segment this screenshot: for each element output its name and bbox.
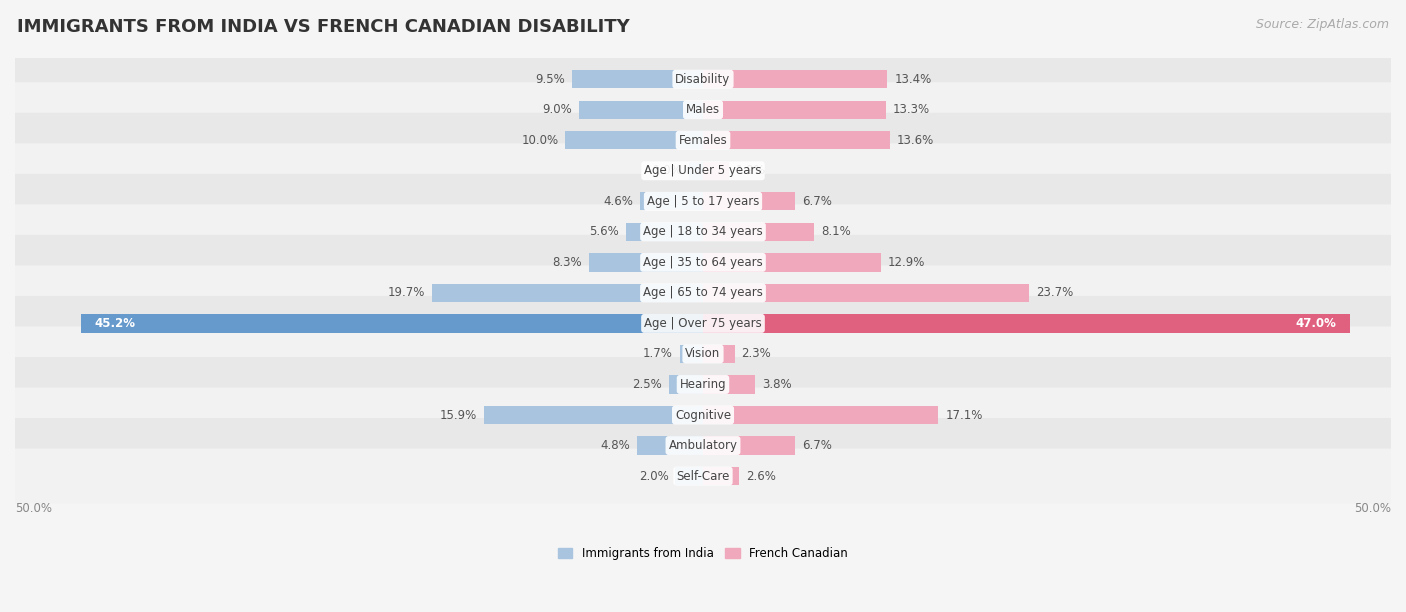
- Bar: [703, 100, 886, 119]
- Text: Age | 5 to 17 years: Age | 5 to 17 years: [647, 195, 759, 208]
- Bar: [703, 284, 1029, 302]
- Text: 50.0%: 50.0%: [1354, 502, 1391, 515]
- Bar: [637, 436, 703, 455]
- Text: 50.0%: 50.0%: [15, 502, 52, 515]
- Text: 2.3%: 2.3%: [741, 348, 772, 360]
- Text: IMMIGRANTS FROM INDIA VS FRENCH CANADIAN DISABILITY: IMMIGRANTS FROM INDIA VS FRENCH CANADIAN…: [17, 18, 630, 36]
- Text: 15.9%: 15.9%: [440, 409, 477, 422]
- Text: Age | Under 5 years: Age | Under 5 years: [644, 164, 762, 177]
- Text: Source: ZipAtlas.com: Source: ZipAtlas.com: [1256, 18, 1389, 31]
- Bar: [703, 467, 738, 485]
- Text: Self-Care: Self-Care: [676, 469, 730, 483]
- FancyBboxPatch shape: [15, 204, 1391, 259]
- FancyBboxPatch shape: [15, 296, 1391, 351]
- FancyBboxPatch shape: [15, 449, 1391, 504]
- Text: 6.7%: 6.7%: [801, 439, 832, 452]
- Bar: [572, 70, 703, 88]
- Text: Ambulatory: Ambulatory: [668, 439, 738, 452]
- Bar: [565, 131, 703, 149]
- Text: 4.6%: 4.6%: [603, 195, 633, 208]
- FancyBboxPatch shape: [15, 52, 1391, 106]
- FancyBboxPatch shape: [15, 357, 1391, 412]
- Bar: [432, 284, 703, 302]
- Text: Age | 65 to 74 years: Age | 65 to 74 years: [643, 286, 763, 299]
- Bar: [679, 345, 703, 363]
- Text: Age | 18 to 34 years: Age | 18 to 34 years: [643, 225, 763, 238]
- Bar: [640, 192, 703, 211]
- Text: Vision: Vision: [685, 348, 721, 360]
- Bar: [626, 223, 703, 241]
- FancyBboxPatch shape: [15, 82, 1391, 137]
- Text: 12.9%: 12.9%: [887, 256, 925, 269]
- Bar: [703, 345, 735, 363]
- Text: Disability: Disability: [675, 73, 731, 86]
- Bar: [703, 253, 880, 272]
- Legend: Immigrants from India, French Canadian: Immigrants from India, French Canadian: [554, 542, 852, 565]
- Text: 13.4%: 13.4%: [894, 73, 932, 86]
- Bar: [703, 436, 796, 455]
- Text: Cognitive: Cognitive: [675, 409, 731, 422]
- Text: Females: Females: [679, 134, 727, 147]
- Bar: [669, 375, 703, 394]
- Bar: [703, 131, 890, 149]
- Text: 9.0%: 9.0%: [543, 103, 572, 116]
- Text: 10.0%: 10.0%: [522, 134, 558, 147]
- Text: 8.1%: 8.1%: [821, 225, 851, 238]
- Text: 1.7%: 1.7%: [643, 348, 672, 360]
- Text: 19.7%: 19.7%: [388, 286, 425, 299]
- Bar: [579, 100, 703, 119]
- Bar: [703, 192, 796, 211]
- Bar: [675, 467, 703, 485]
- Text: Males: Males: [686, 103, 720, 116]
- Text: 17.1%: 17.1%: [945, 409, 983, 422]
- Text: 2.5%: 2.5%: [631, 378, 662, 391]
- Text: Hearing: Hearing: [679, 378, 727, 391]
- Text: 2.0%: 2.0%: [638, 469, 669, 483]
- Text: 13.6%: 13.6%: [897, 134, 934, 147]
- Text: 47.0%: 47.0%: [1295, 317, 1336, 330]
- Bar: [82, 315, 703, 332]
- Bar: [703, 223, 814, 241]
- FancyBboxPatch shape: [15, 418, 1391, 473]
- Text: Age | Over 75 years: Age | Over 75 years: [644, 317, 762, 330]
- Text: 13.3%: 13.3%: [893, 103, 929, 116]
- Text: 45.2%: 45.2%: [94, 317, 136, 330]
- FancyBboxPatch shape: [15, 113, 1391, 168]
- Bar: [703, 70, 887, 88]
- FancyBboxPatch shape: [15, 387, 1391, 442]
- Text: 23.7%: 23.7%: [1036, 286, 1073, 299]
- Text: 9.5%: 9.5%: [536, 73, 565, 86]
- Text: 5.6%: 5.6%: [589, 225, 619, 238]
- Bar: [484, 406, 703, 424]
- FancyBboxPatch shape: [15, 266, 1391, 320]
- Bar: [589, 253, 703, 272]
- FancyBboxPatch shape: [15, 326, 1391, 381]
- Text: Age | 35 to 64 years: Age | 35 to 64 years: [643, 256, 763, 269]
- FancyBboxPatch shape: [15, 235, 1391, 290]
- Bar: [689, 162, 703, 180]
- Bar: [703, 406, 938, 424]
- FancyBboxPatch shape: [15, 174, 1391, 229]
- Text: 1.0%: 1.0%: [652, 164, 682, 177]
- Bar: [703, 162, 730, 180]
- Text: 1.9%: 1.9%: [735, 164, 766, 177]
- Text: 4.8%: 4.8%: [600, 439, 630, 452]
- Bar: [703, 375, 755, 394]
- Text: 6.7%: 6.7%: [801, 195, 832, 208]
- FancyBboxPatch shape: [15, 143, 1391, 198]
- Text: 8.3%: 8.3%: [553, 256, 582, 269]
- Text: 3.8%: 3.8%: [762, 378, 792, 391]
- Text: 2.6%: 2.6%: [745, 469, 776, 483]
- Bar: [703, 315, 1350, 332]
